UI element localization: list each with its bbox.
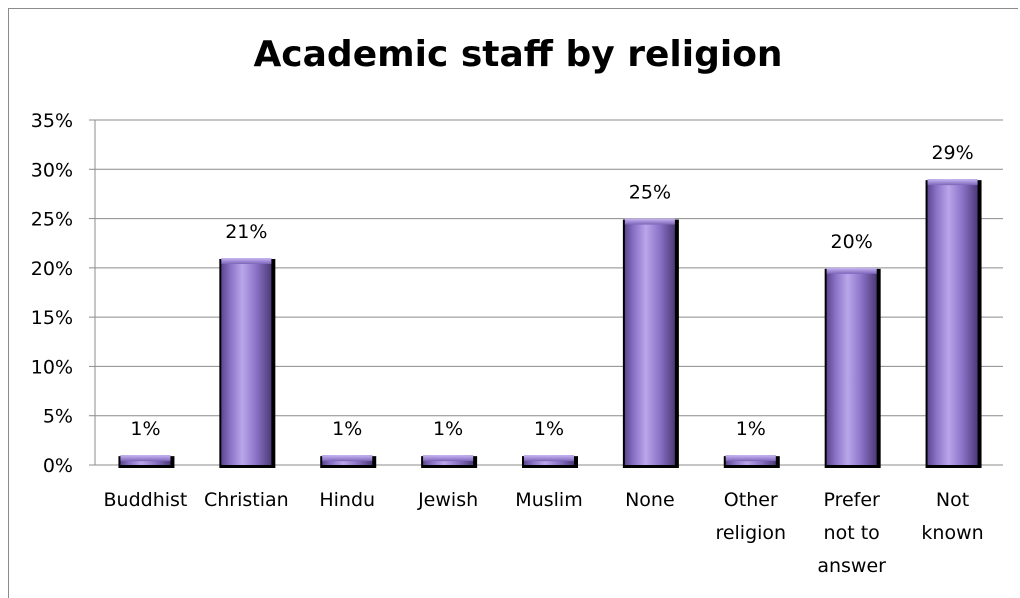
y-tick-label: 35% <box>31 110 73 132</box>
bar <box>320 455 377 468</box>
y-tick-label: 25% <box>31 209 73 231</box>
data-label: 1% <box>736 418 766 440</box>
x-tick-label: None <box>625 489 675 511</box>
bar <box>824 267 881 468</box>
y-tick-label: 30% <box>31 159 73 181</box>
x-tick-label: Other <box>724 489 778 511</box>
bar <box>522 455 578 468</box>
x-tick-label: Jewish <box>417 489 478 511</box>
x-tick-label: Buddhist <box>104 489 188 511</box>
data-label: 1% <box>433 418 463 440</box>
bar <box>219 258 276 468</box>
data-label: 1% <box>534 418 564 440</box>
bar <box>118 455 175 468</box>
x-tick-label: Hindu <box>319 489 375 511</box>
bar <box>925 179 982 468</box>
x-tick-label: Christian <box>204 489 289 511</box>
x-tick-label: answer <box>817 555 886 577</box>
data-label: 25% <box>629 182 671 204</box>
y-tick-label: 20% <box>31 258 73 280</box>
x-tick-label: religion <box>715 522 786 544</box>
y-tick-label: 0% <box>43 455 73 477</box>
x-tick-label: known <box>921 522 983 544</box>
data-label: 1% <box>332 418 362 440</box>
x-tick-label: Prefer <box>823 489 880 511</box>
bar <box>723 455 780 468</box>
chart-frame <box>8 8 1018 598</box>
data-labels: 1% 21% 1% 1% 1% 25% 1% 20% 29% <box>130 142 973 440</box>
data-label: 29% <box>931 142 973 164</box>
y-tick-label: 5% <box>43 406 73 428</box>
bar <box>421 455 478 468</box>
data-label: 20% <box>831 231 873 253</box>
x-tick-label: Muslim <box>515 489 582 511</box>
chart-title: Academic staff by religion <box>253 34 783 75</box>
x-tick-label: not to <box>824 522 880 544</box>
data-label: 21% <box>225 221 267 243</box>
y-tick-label: 15% <box>31 307 73 329</box>
y-tick-label: 10% <box>31 356 73 378</box>
bars <box>118 179 982 468</box>
x-tick-label: Not <box>936 489 969 511</box>
data-label: 1% <box>130 418 160 440</box>
bar <box>622 218 679 468</box>
x-axis-tick-labels: Buddhist Christian Hindu Jewish Muslim None Ot… <box>104 489 984 577</box>
y-axis-tick-labels: 0% 5% 10% 15% 20% 25% 30% 35% <box>31 110 73 477</box>
